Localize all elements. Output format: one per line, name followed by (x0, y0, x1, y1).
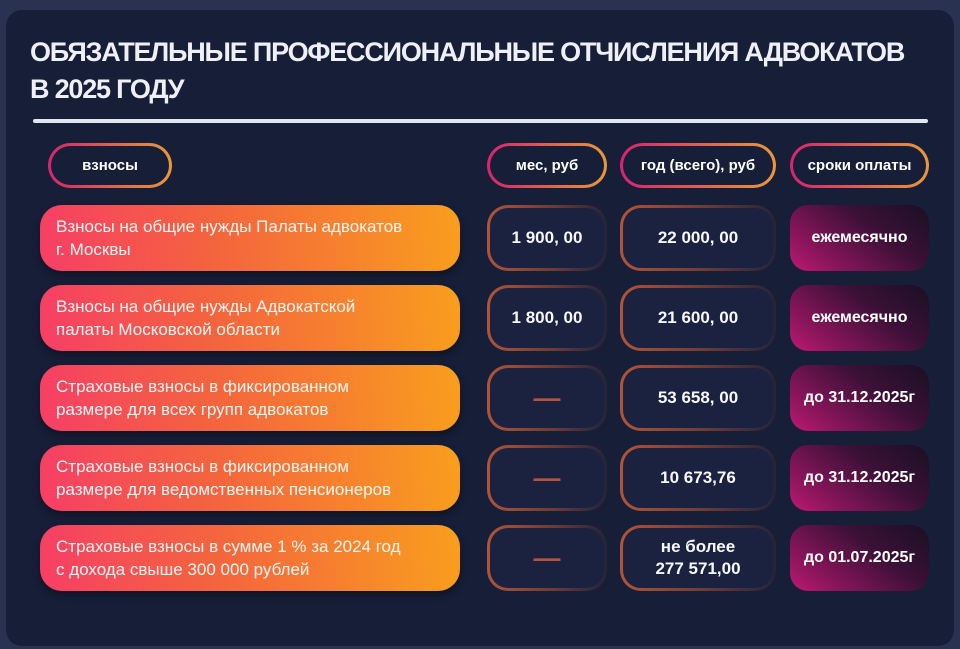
year-value-box: 10 673,76 (620, 445, 776, 511)
table-row: Страховые взносы в сумме 1 % за 2024 год… (0, 525, 960, 591)
year-value: 22 000, 00 (657, 228, 739, 247)
year-value: 10 673,76 (660, 468, 736, 487)
contribution-label: Взносы на общие нужды Палаты адвокатов г… (56, 217, 403, 259)
month-value-box: — (487, 525, 607, 591)
contribution-label-pill: Страховые взносы в фиксированном размере… (40, 445, 460, 511)
table-row: Взносы на общие нужды Палаты адвокатов г… (0, 205, 960, 271)
year-value-box: 22 000, 00 (620, 205, 776, 271)
year-value-box: 53 658, 00 (620, 365, 776, 431)
year-value: не более 277 571,00 (655, 537, 741, 578)
payment-term: до 31.12.2025г (803, 469, 916, 486)
contribution-label: Страховые взносы в фиксированном размере… (56, 457, 392, 499)
year-value: 21 600, 00 (657, 308, 739, 327)
payment-term: до 01.07.2025г (803, 549, 916, 566)
payment-term: ежемесячно (811, 309, 908, 326)
payment-term-pill: до 01.07.2025г (790, 525, 929, 591)
column-header-contributions-label: взносы (82, 157, 138, 174)
dash-icon: — (533, 462, 561, 493)
column-header-terms: сроки оплаты (790, 143, 929, 188)
column-header-contributions: взносы (48, 143, 172, 188)
month-value: 1 900, 00 (511, 228, 583, 247)
payment-term: ежемесячно (811, 229, 908, 246)
payment-term-pill: до 31.12.2025г (790, 365, 929, 431)
dash-icon: — (533, 542, 561, 573)
contribution-label: Взносы на общие нужды Адвокатской палаты… (56, 297, 356, 339)
payment-term-pill: до 31.12.2025г (790, 445, 929, 511)
contribution-label: Страховые взносы в фиксированном размере… (56, 377, 350, 419)
month-value-box: — (487, 445, 607, 511)
column-header-year: год (всего), руб (620, 143, 776, 188)
column-header-month: мес, руб (487, 143, 607, 188)
table-row: Страховые взносы в фиксированном размере… (0, 365, 960, 431)
table-row: Страховые взносы в фиксированном размере… (0, 445, 960, 511)
column-header-year-label: год (всего), руб (640, 157, 756, 174)
month-value-box: 1 800, 00 (487, 285, 607, 351)
year-value: 53 658, 00 (657, 388, 739, 407)
column-header-month-label: мес, руб (515, 157, 579, 174)
contribution-label-pill: Страховые взносы в сумме 1 % за 2024 год… (40, 525, 460, 591)
contribution-label: Страховые взносы в сумме 1 % за 2024 год… (56, 537, 401, 579)
payment-term-pill: ежемесячно (790, 285, 929, 351)
contribution-label-pill: Страховые взносы в фиксированном размере… (40, 365, 460, 431)
month-value-box: — (487, 365, 607, 431)
year-value-box: 21 600, 00 (620, 285, 776, 351)
year-value-box: не более 277 571,00 (620, 525, 776, 591)
month-value: 1 800, 00 (511, 308, 583, 327)
page-title: ОБЯЗАТЕЛЬНЫЕ ПРОФЕССИОНАЛЬНЫЕ ОТЧИСЛЕНИЯ… (30, 37, 905, 104)
month-value-box: 1 900, 00 (487, 205, 607, 271)
table-header-row: взносы мес, руб год (всего), руб сроки о… (0, 143, 960, 188)
table-row: Взносы на общие нужды Адвокатской палаты… (0, 285, 960, 351)
contribution-label-pill: Взносы на общие нужды Палаты адвокатов г… (40, 205, 460, 271)
payment-term-pill: ежемесячно (790, 205, 929, 271)
title-divider (33, 119, 928, 123)
dash-icon: — (533, 382, 561, 413)
column-header-terms-label: сроки оплаты (807, 157, 912, 174)
payment-term: до 31.12.2025г (803, 389, 916, 406)
contribution-label-pill: Взносы на общие нужды Адвокатской палаты… (40, 285, 460, 351)
